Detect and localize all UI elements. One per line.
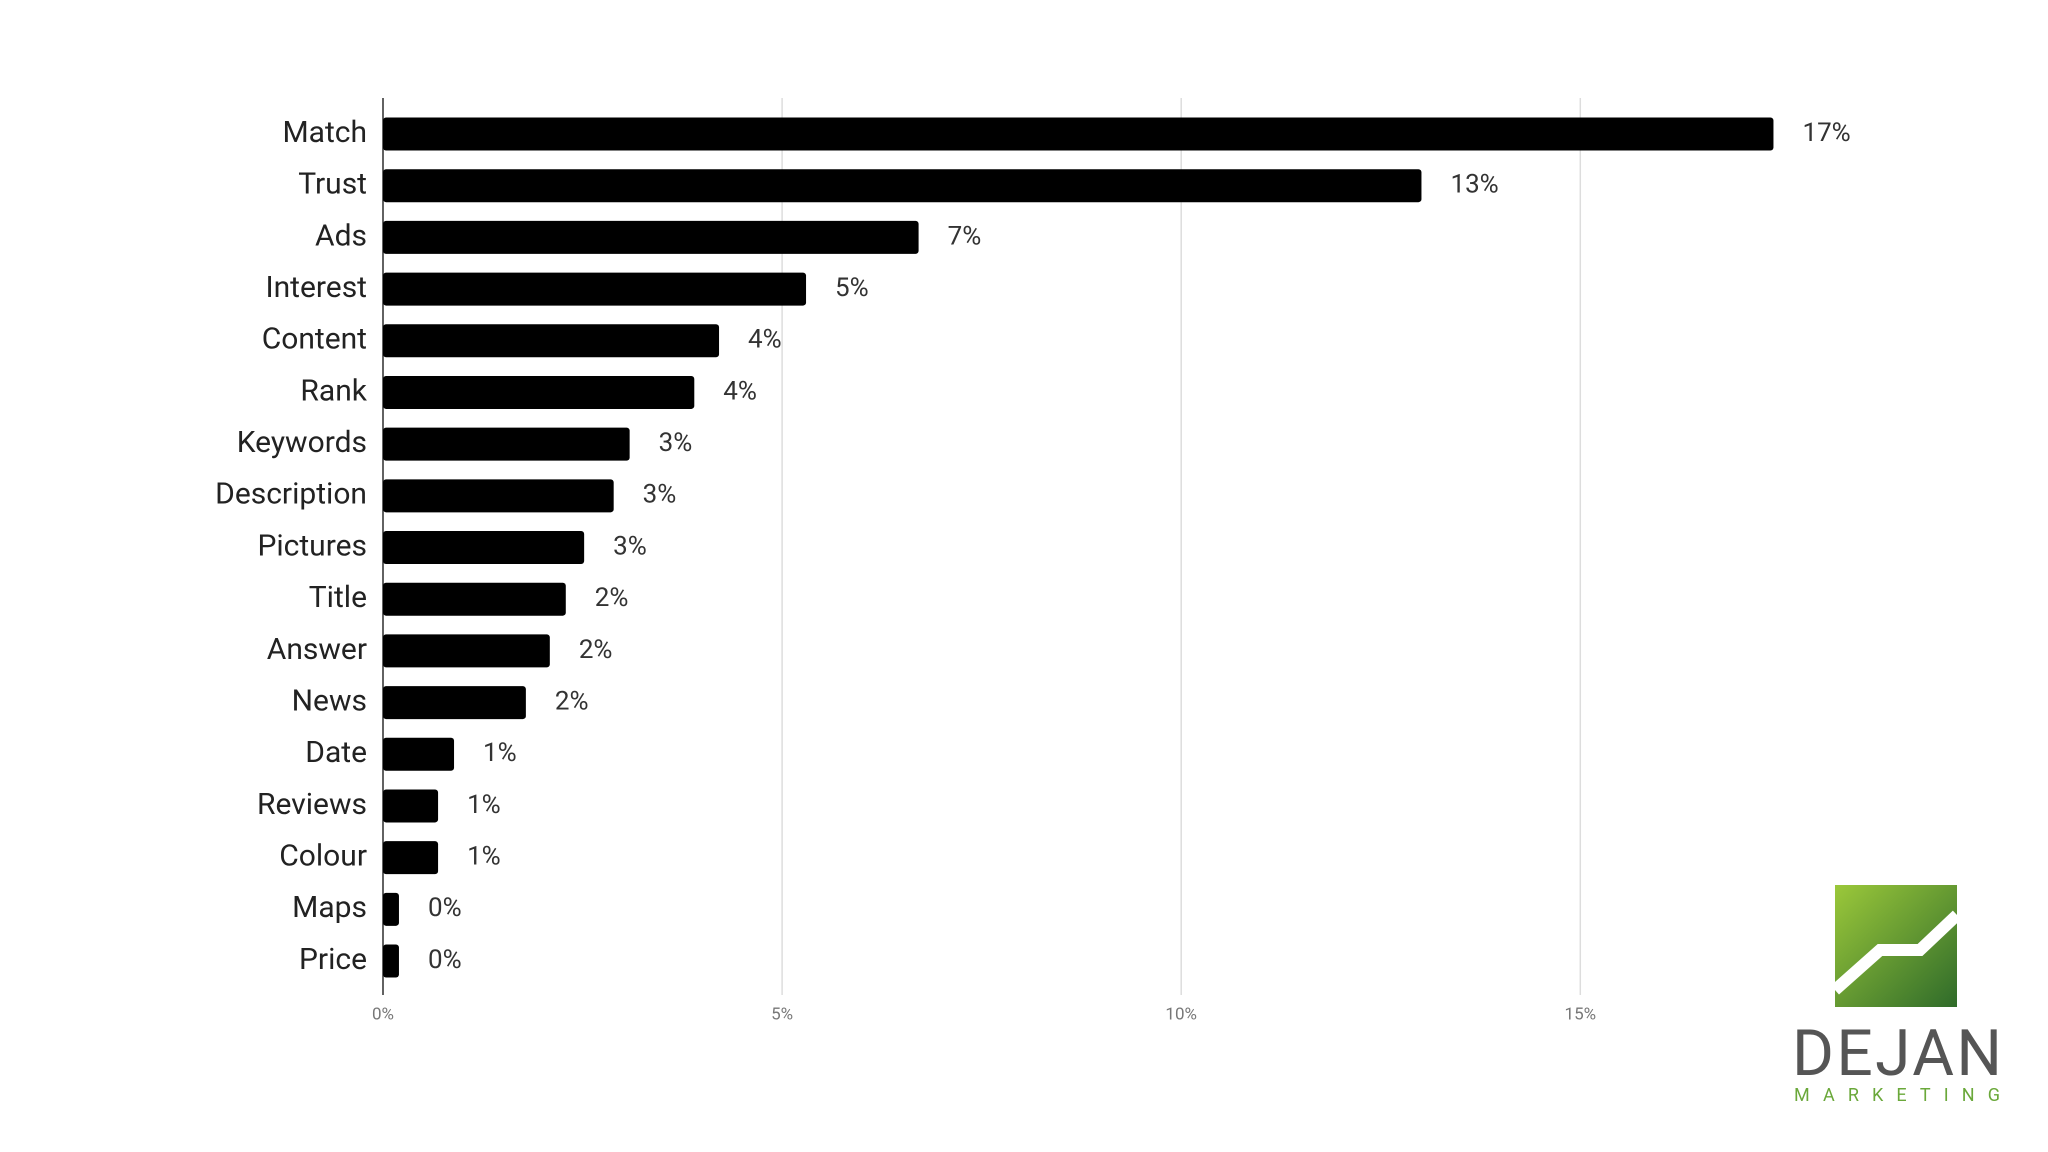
value-label: 1% xyxy=(467,790,501,820)
y-tick-label: Price xyxy=(299,942,367,977)
x-tick-label: 15% xyxy=(1565,1004,1597,1024)
logo-name: DEJAN xyxy=(1792,1016,2002,1091)
value-label: 4% xyxy=(723,376,757,406)
y-tick-label: Pictures xyxy=(257,528,367,563)
y-tick-label: News xyxy=(292,683,367,718)
y-tick-label: Match xyxy=(282,115,367,150)
value-label: 13% xyxy=(1450,170,1498,200)
bar xyxy=(383,686,526,720)
bar xyxy=(383,789,439,823)
y-tick-label: Description xyxy=(215,477,367,512)
value-label: 4% xyxy=(748,325,782,355)
bar xyxy=(383,479,614,513)
bar xyxy=(383,892,399,926)
logo: DEJAN MARKETING xyxy=(1792,885,2002,1106)
y-tick-label: Rank xyxy=(300,373,367,408)
y-tick-label: Trust xyxy=(298,167,367,202)
y-tick-label: Maps xyxy=(292,890,367,925)
value-label: 2% xyxy=(555,686,589,716)
value-label: 5% xyxy=(835,273,869,303)
x-tick-label: 0% xyxy=(372,1004,394,1024)
value-label: 2% xyxy=(595,583,629,613)
y-tick-label: Interest xyxy=(265,270,367,305)
y-tick-label: Content xyxy=(262,322,367,357)
value-label: 7% xyxy=(948,221,982,251)
bar xyxy=(383,737,455,771)
bar xyxy=(383,841,439,875)
y-tick-label: Reviews xyxy=(257,787,367,822)
value-label: 2% xyxy=(579,635,613,665)
bar xyxy=(383,375,695,409)
bar xyxy=(383,272,807,306)
y-tick-label: Title xyxy=(309,580,367,615)
bar xyxy=(383,324,720,358)
bar xyxy=(383,169,1422,203)
bar xyxy=(383,427,630,461)
value-label: 0% xyxy=(428,945,462,975)
value-label: 1% xyxy=(483,738,517,768)
bar xyxy=(383,634,550,668)
value-label: 3% xyxy=(643,480,677,510)
bar xyxy=(383,944,399,978)
x-tick-label: 10% xyxy=(1165,1004,1197,1024)
value-label: 3% xyxy=(613,531,647,561)
value-label: 1% xyxy=(467,842,501,872)
bar xyxy=(383,220,919,254)
logo-tagline: MARKETING xyxy=(1794,1085,2000,1106)
bar xyxy=(383,582,566,616)
bar xyxy=(383,531,585,564)
y-tick-label: Colour xyxy=(279,839,367,874)
bar xyxy=(383,117,1774,151)
y-tick-label: Date xyxy=(305,735,367,770)
value-label: 17% xyxy=(1802,118,1850,148)
y-tick-label: Answer xyxy=(267,632,367,667)
value-label: 0% xyxy=(428,893,462,923)
value-label: 3% xyxy=(659,428,693,458)
logo-zigzag xyxy=(1831,910,1962,995)
x-tick-label: 5% xyxy=(771,1004,793,1024)
y-tick-label: Keywords xyxy=(237,425,367,460)
y-tick-label: Ads xyxy=(315,218,367,253)
